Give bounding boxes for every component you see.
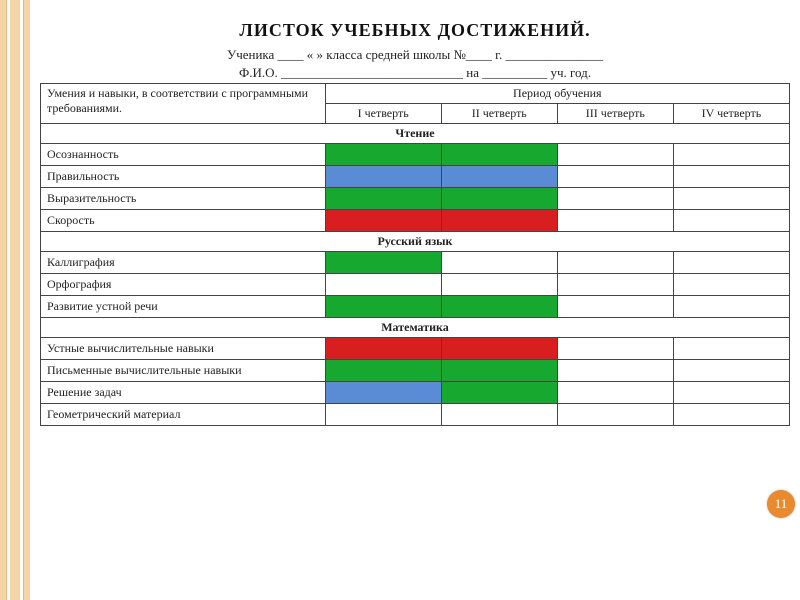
header-skills: Умения и навыки, в соответствии с програ… [41, 84, 326, 124]
grade-cell [441, 166, 557, 188]
grade-cell [325, 144, 441, 166]
section-header: Русский язык [41, 232, 790, 252]
section-header: Чтение [41, 124, 790, 144]
page-number-badge: 11 [767, 490, 795, 518]
grade-cell [557, 360, 673, 382]
grade-cell [441, 360, 557, 382]
header-q1: I четверть [325, 104, 441, 124]
grade-cell [557, 210, 673, 232]
grade-cell [673, 296, 789, 318]
grade-cell [441, 144, 557, 166]
grade-cell [557, 338, 673, 360]
row-label: Скорость [41, 210, 326, 232]
page-title: ЛИСТОК УЧЕБНЫХ ДОСТИЖЕНИЙ. [40, 20, 790, 41]
achievement-table: Умения и навыки, в соответствии с програ… [40, 83, 790, 426]
row-label: Развитие устной речи [41, 296, 326, 318]
row-label: Осознанность [41, 144, 326, 166]
page-content: ЛИСТОК УЧЕБНЫХ ДОСТИЖЕНИЙ. Ученика ____ … [40, 20, 790, 426]
grade-cell [325, 210, 441, 232]
grade-cell [441, 210, 557, 232]
grade-cell [441, 338, 557, 360]
margin-stripe-core [10, 0, 20, 600]
grade-cell [673, 404, 789, 426]
grade-cell [325, 404, 441, 426]
grade-cell [325, 382, 441, 404]
section-header: Математика [41, 318, 790, 338]
grade-cell [673, 166, 789, 188]
row-label: Решение задач [41, 382, 326, 404]
grade-cell [673, 144, 789, 166]
header-q2: II четверть [441, 104, 557, 124]
grade-cell [441, 296, 557, 318]
grade-cell [557, 166, 673, 188]
grade-cell [673, 382, 789, 404]
grade-cell [557, 144, 673, 166]
subtitle-line-2: Ф.И.О. ____________________________ на _… [40, 65, 790, 81]
row-label: Правильность [41, 166, 326, 188]
page-number: 11 [775, 496, 788, 512]
grade-cell [325, 274, 441, 296]
row-label: Устные вычислительные навыки [41, 338, 326, 360]
grade-cell [441, 274, 557, 296]
header-period: Период обучения [325, 84, 789, 104]
grade-cell [557, 382, 673, 404]
grade-cell [673, 360, 789, 382]
grade-cell [441, 252, 557, 274]
header-q4: IV четверть [673, 104, 789, 124]
subtitle-line-1: Ученика ____ « » класса средней школы №_… [40, 47, 790, 63]
grade-cell [325, 296, 441, 318]
row-label: Каллиграфия [41, 252, 326, 274]
grade-cell [325, 188, 441, 210]
grade-cell [325, 166, 441, 188]
header-q3: III четверть [557, 104, 673, 124]
grade-cell [673, 210, 789, 232]
grade-cell [325, 360, 441, 382]
grade-cell [441, 404, 557, 426]
row-label: Орфография [41, 274, 326, 296]
grade-cell [325, 338, 441, 360]
row-label: Геометрический материал [41, 404, 326, 426]
grade-cell [673, 188, 789, 210]
grade-cell [557, 188, 673, 210]
row-label: Письменные вычислительные навыки [41, 360, 326, 382]
grade-cell [441, 188, 557, 210]
grade-cell [557, 296, 673, 318]
grade-cell [325, 252, 441, 274]
grade-cell [673, 274, 789, 296]
grade-cell [673, 338, 789, 360]
grade-cell [557, 274, 673, 296]
grade-cell [557, 404, 673, 426]
grade-cell [673, 252, 789, 274]
grade-cell [441, 382, 557, 404]
grade-cell [557, 252, 673, 274]
row-label: Выразительность [41, 188, 326, 210]
